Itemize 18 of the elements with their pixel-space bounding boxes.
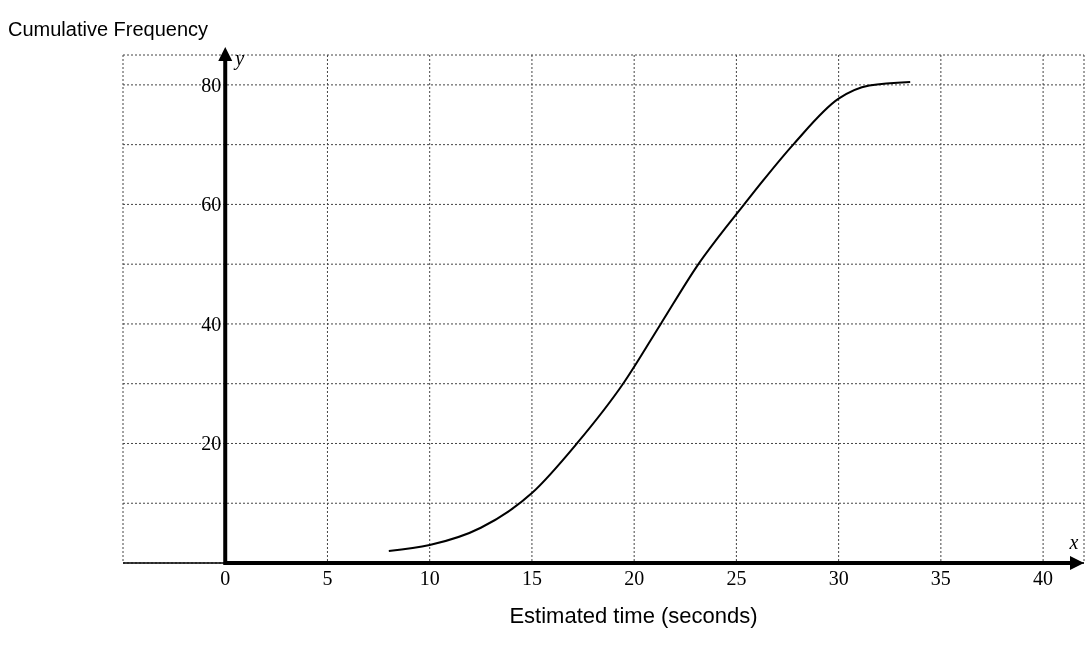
x-tick-label: 0	[220, 567, 231, 590]
x-tick-label: 20	[624, 567, 645, 590]
x-tick-label: 10	[419, 567, 440, 590]
x-tick-label: 30	[828, 567, 849, 590]
x-tick-label: 40	[1033, 567, 1054, 590]
y-tick-label: 60	[201, 193, 222, 216]
x-tick-label: 5	[322, 567, 333, 590]
annotation: y	[233, 47, 245, 70]
y-tick-label: 20	[201, 432, 222, 455]
y-tick-label: 80	[201, 73, 222, 96]
line-series	[387, 80, 912, 553]
x-tick-label: 15	[521, 567, 542, 590]
y-tick-label: 40	[201, 312, 222, 335]
x-axis-title: Estimated time (seconds)	[509, 603, 758, 628]
annotation: x	[1068, 531, 1079, 553]
x-tick-label: 35	[930, 567, 951, 590]
y-axis-title: Cumulative Frequency	[8, 18, 209, 40]
x-tick-label: 25	[726, 567, 747, 590]
